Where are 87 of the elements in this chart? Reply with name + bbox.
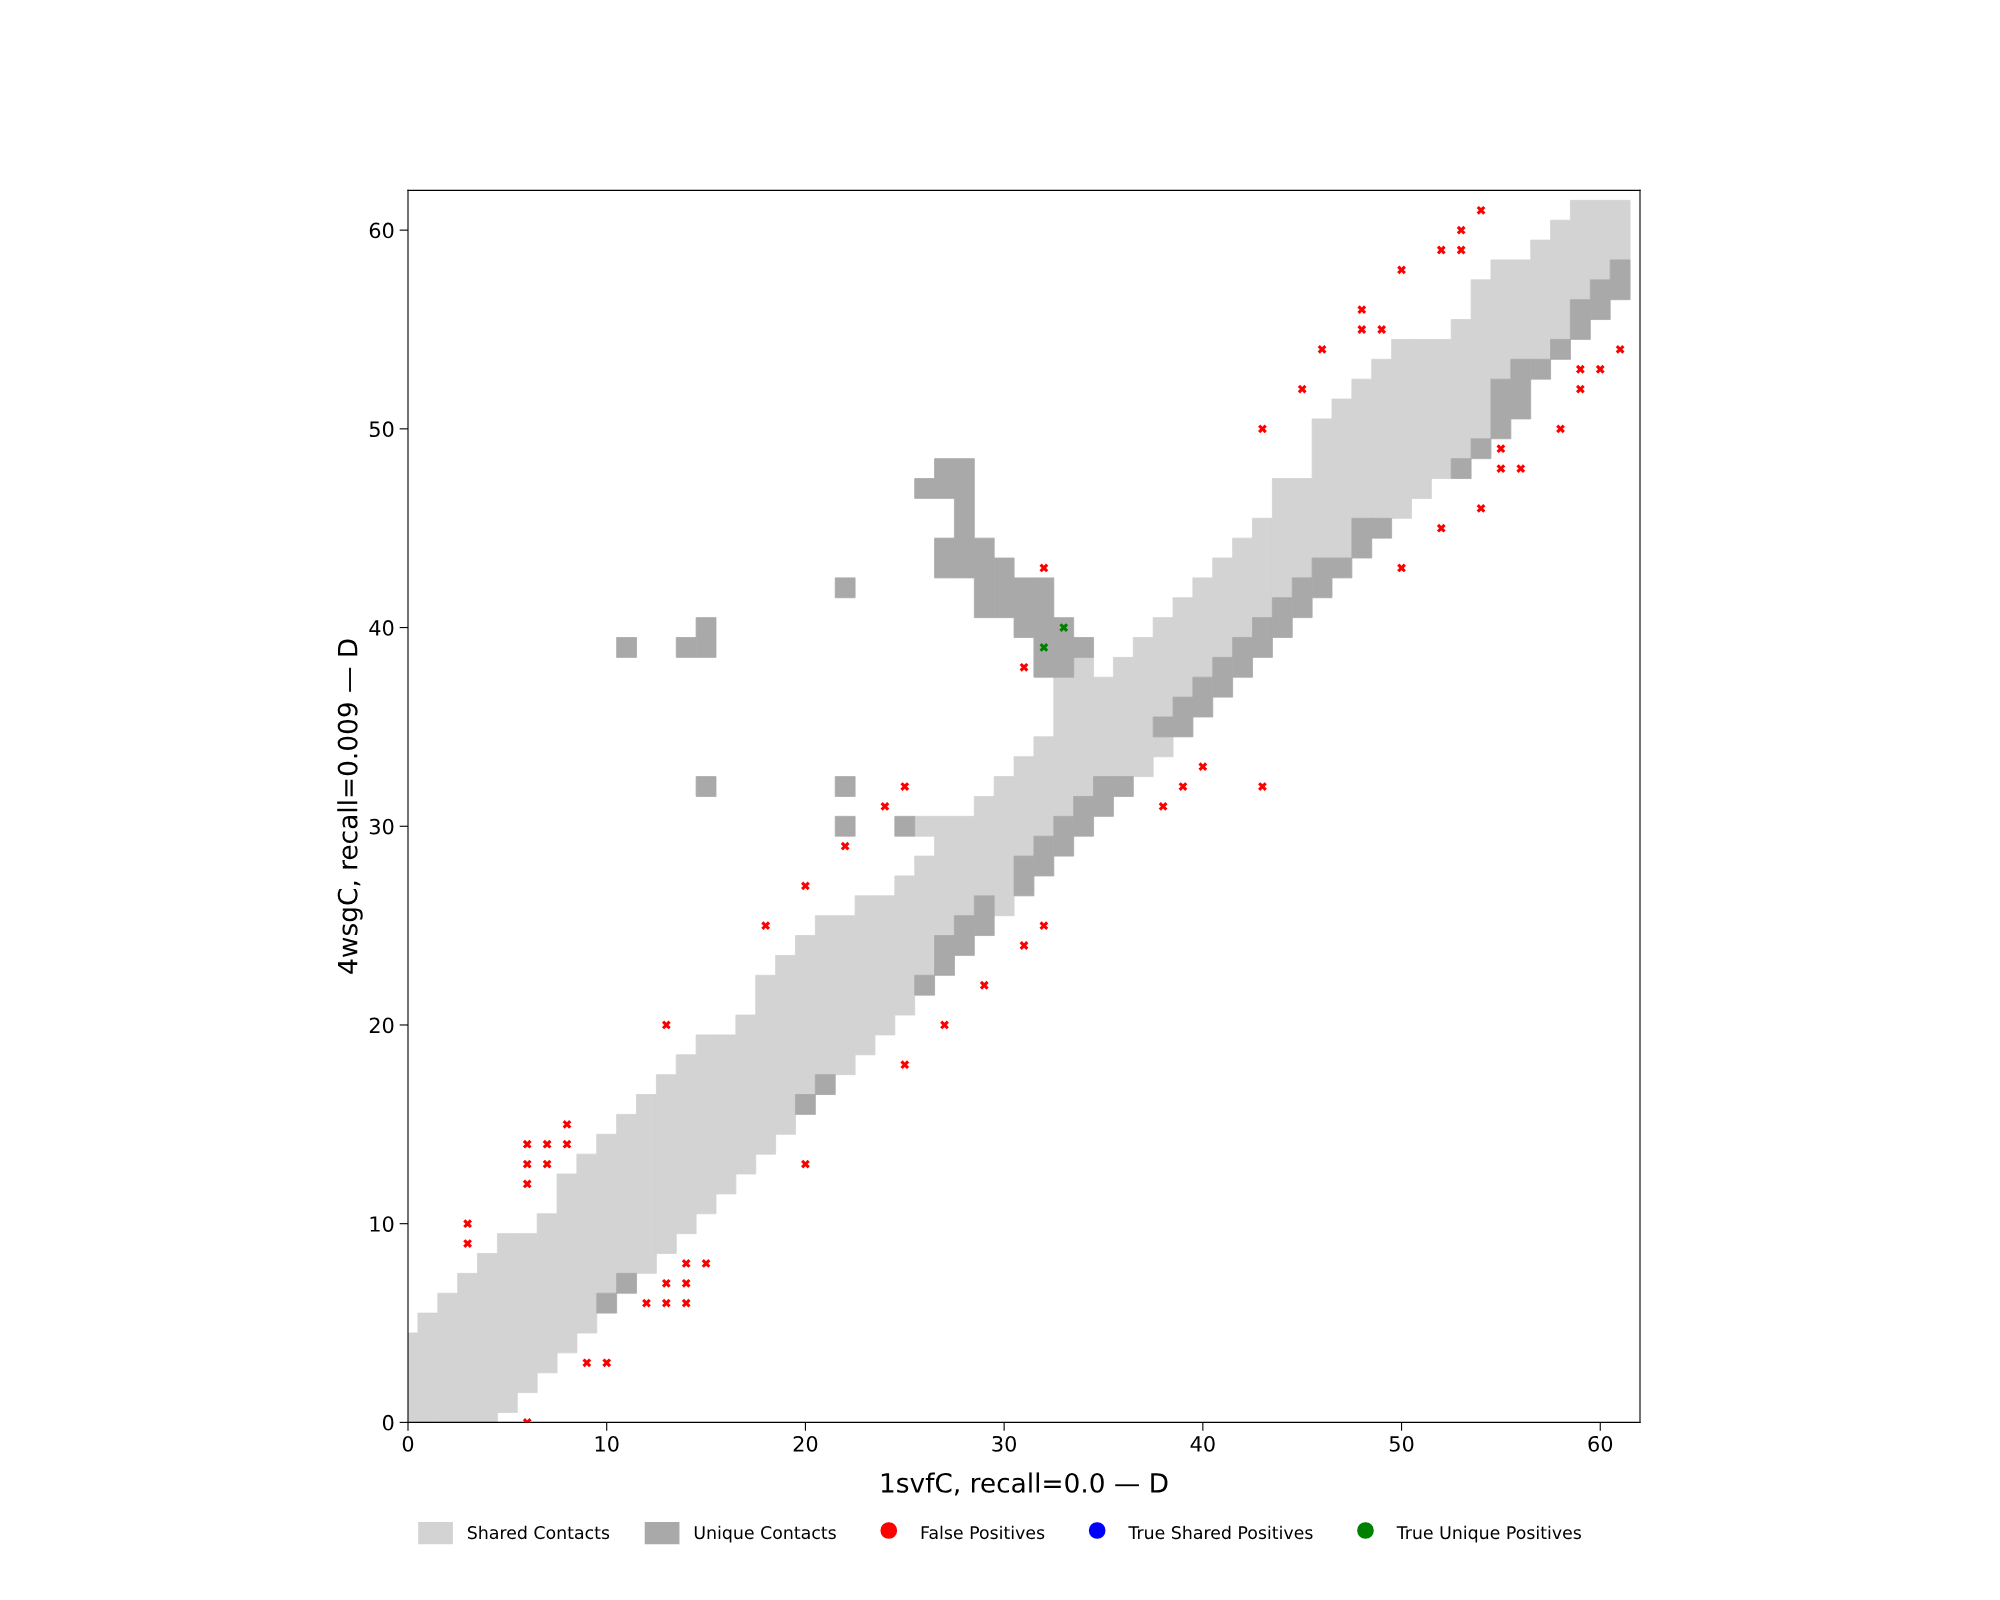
y-tick-label: 20 [369, 1017, 394, 1034]
y-tick-label: 60 [369, 222, 394, 239]
y-tick-label: 40 [369, 620, 394, 636]
point [582, 1358, 592, 1368]
bar [616, 637, 637, 658]
y-tick-label: 30 [369, 818, 394, 835]
point [463, 1239, 472, 1248]
point [940, 1020, 949, 1030]
point [1496, 444, 1506, 454]
bar [834, 776, 856, 797]
x-tick-label: 50 [1389, 1435, 1414, 1452]
x-tick-label: 40 [1190, 1435, 1215, 1452]
point [1317, 344, 1327, 354]
point [1178, 782, 1188, 791]
legend-label: True Unique Positives [1396, 1525, 1581, 1543]
x-tick-label: 0 [402, 1435, 414, 1452]
point [1019, 662, 1029, 672]
point [681, 1259, 691, 1268]
point [642, 1298, 651, 1308]
bar [695, 776, 717, 797]
point [1039, 643, 1049, 652]
x-tick-label: 20 [793, 1435, 818, 1452]
point [1456, 225, 1466, 235]
point [1377, 325, 1387, 334]
point [1397, 563, 1406, 573]
point [1456, 245, 1466, 255]
point [562, 1139, 572, 1149]
point [1297, 384, 1307, 394]
point [661, 1278, 671, 1288]
point [681, 1298, 691, 1308]
point [1258, 782, 1267, 791]
point [900, 1060, 910, 1070]
point [701, 1259, 711, 1268]
point [1198, 762, 1208, 772]
x-tick-label: 10 [595, 1435, 619, 1452]
point [1397, 265, 1406, 275]
point [1476, 205, 1486, 215]
legend-label: Shared Contacts [467, 1525, 610, 1540]
point [1496, 464, 1506, 473]
point [522, 1179, 532, 1189]
point [1039, 921, 1049, 931]
point [900, 782, 910, 791]
point [1258, 424, 1267, 434]
legend-label: True Shared Positives [1128, 1525, 1313, 1540]
y-tick-label: 10 [370, 1216, 394, 1232]
bar [894, 815, 916, 837]
legend-label: Unique Contacts [694, 1525, 836, 1543]
point [1158, 802, 1168, 811]
bar [834, 577, 856, 599]
x-tick-label: 60 [1588, 1435, 1613, 1452]
point [661, 1298, 671, 1308]
point [880, 802, 890, 811]
point [1357, 325, 1367, 334]
point [801, 881, 810, 891]
point [801, 1159, 810, 1169]
point [681, 1278, 691, 1288]
x-axis-title: 1svfC, recall=0.0 — D [881, 1472, 1168, 1496]
point [562, 1119, 572, 1129]
point [1039, 563, 1049, 573]
bar [834, 815, 856, 837]
point [1436, 245, 1446, 255]
point [1516, 464, 1526, 473]
point [1595, 364, 1605, 374]
point [1576, 384, 1585, 394]
point [602, 1358, 612, 1368]
point [1357, 305, 1367, 315]
y-tick-label: 50 [369, 421, 394, 438]
point [1059, 623, 1069, 632]
point [979, 980, 989, 990]
point [1556, 424, 1565, 434]
point [1019, 941, 1029, 950]
point [1436, 523, 1446, 533]
point [1576, 364, 1585, 374]
point [1615, 344, 1625, 354]
point [542, 1159, 552, 1169]
point [522, 1139, 532, 1149]
y-axis-title: 4wsgC, recall=0.009 — D [337, 639, 363, 974]
point [761, 921, 771, 931]
point [1476, 503, 1486, 513]
y-tick-label: 0 [382, 1414, 394, 1431]
point [661, 1020, 671, 1030]
point [840, 841, 850, 851]
point [463, 1219, 472, 1229]
legend-label: False Positives [921, 1525, 1045, 1540]
point [542, 1139, 552, 1149]
x-tick-label: 30 [992, 1435, 1016, 1452]
point [522, 1159, 532, 1169]
